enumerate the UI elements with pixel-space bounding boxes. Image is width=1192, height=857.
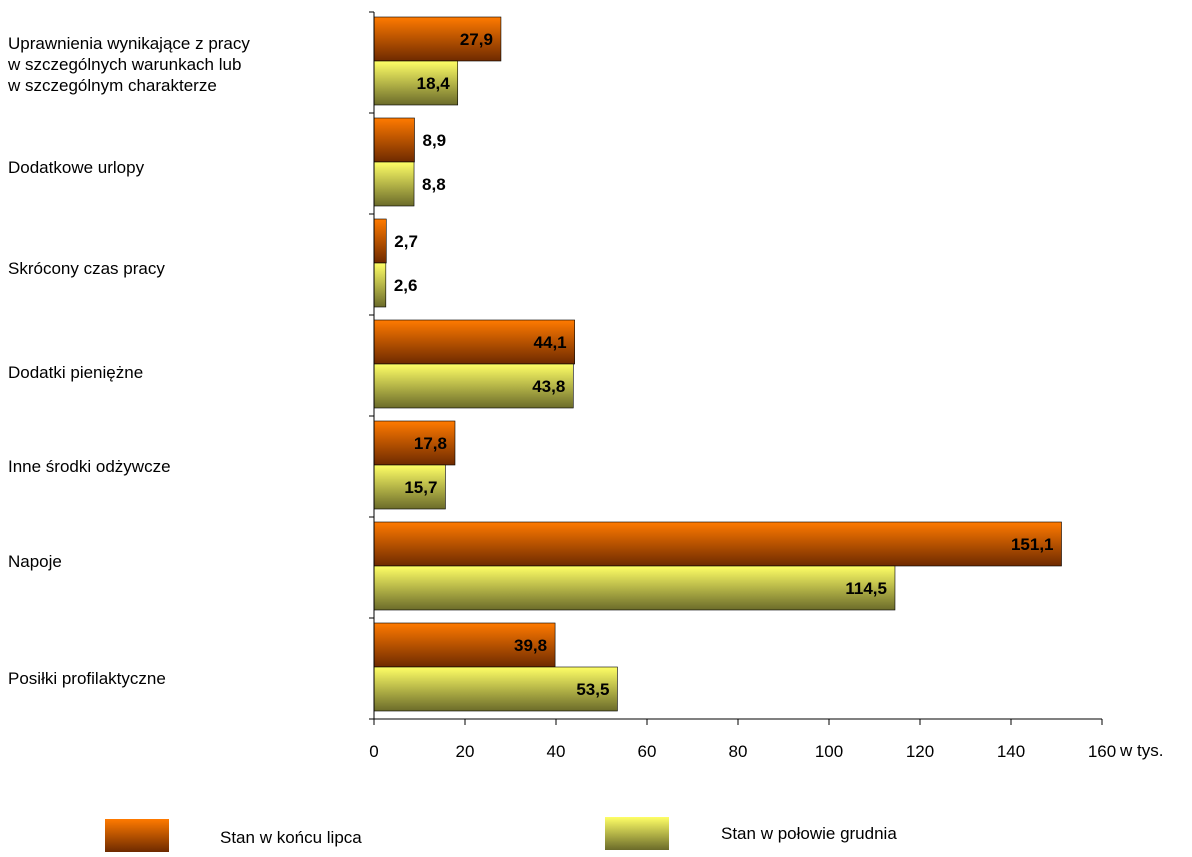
x-tick-label-8: 160 <box>1088 742 1116 761</box>
data-label-series-2-cat-6: 114,5 <box>845 579 887 598</box>
bar-series-1-cat-3 <box>373 218 387 264</box>
category-label-7: Posiłki profilaktyczne <box>8 669 166 688</box>
bar-series-2-cat-4 <box>373 363 574 409</box>
data-label-series-2-cat-4: 43,8 <box>532 377 565 396</box>
bar-series-2-cat-1 <box>373 60 459 106</box>
category-label-4: Dodatki pieniężne <box>8 363 144 382</box>
x-tick-label-5: 100 <box>815 742 843 761</box>
data-label-series-2-cat-2: 8,8 <box>422 175 446 194</box>
data-label-series-1-cat-3: 2,7 <box>394 232 418 251</box>
x-tick-label-0: 0 <box>369 742 378 761</box>
data-label-series-1-cat-7: 39,8 <box>514 636 547 655</box>
legend-label-series-1: Stan w końcu lipca <box>220 828 362 847</box>
bar-series-1-cat-2 <box>373 117 415 163</box>
data-label-series-1-cat-1: 27,9 <box>460 30 493 49</box>
x-tick-label-2: 40 <box>547 742 566 761</box>
legend-swatch-series-2 <box>605 817 669 850</box>
data-label-series-2-cat-5: 15,7 <box>404 478 437 497</box>
bar-series-1-cat-7 <box>373 622 556 668</box>
bars-group: 27,9 18,4 8,9 8,8 2,7 2,6 44,1 43,8 17,8 15,7 151,… <box>373 16 1062 712</box>
bar-series-2-cat-7 <box>373 666 618 712</box>
category-label-5: Inne środki odżywcze <box>8 457 171 476</box>
legend-label-series-2: Stan w połowie grudnia <box>721 824 897 843</box>
bar-series-1-cat-1 <box>373 16 502 62</box>
data-label-series-1-cat-4: 44,1 <box>534 333 567 352</box>
x-tick-label-7: 140 <box>997 742 1025 761</box>
x-tick-label-6: 120 <box>906 742 934 761</box>
bar-series-2-cat-5 <box>373 464 446 510</box>
x-tick-label-3: 60 <box>638 742 657 761</box>
axes-group: 0 20 40 60 80 100 120 140 160 <box>369 11 1116 761</box>
category-label-1: Uprawnienia wynikające z pracy w szczegó… <box>8 34 250 95</box>
data-label-series-2-cat-1: 18,4 <box>417 74 451 93</box>
data-label-series-1-cat-5: 17,8 <box>414 434 447 453</box>
x-unit-label: w tys. <box>1120 741 1164 760</box>
data-label-series-1-cat-2: 8,9 <box>422 131 446 150</box>
x-tick-label-4: 80 <box>729 742 748 761</box>
bar-series-2-cat-3 <box>373 262 387 308</box>
category-label-3: Skrócony czas pracy <box>8 259 165 278</box>
category-label-6: Napoje <box>8 552 62 571</box>
legend-swatch-series-1 <box>105 819 169 852</box>
bar-series-1-cat-6 <box>373 521 1062 567</box>
data-label-series-1-cat-6: 151,1 <box>1011 535 1054 554</box>
data-label-series-2-cat-7: 53,5 <box>576 680 609 699</box>
category-label-2: Dodatkowe urlopy <box>8 158 145 177</box>
data-label-series-2-cat-3: 2,6 <box>394 276 418 295</box>
bar-series-2-cat-2 <box>373 161 415 207</box>
bar-series-2-cat-6 <box>373 565 896 611</box>
x-tick-label-1: 20 <box>456 742 475 761</box>
